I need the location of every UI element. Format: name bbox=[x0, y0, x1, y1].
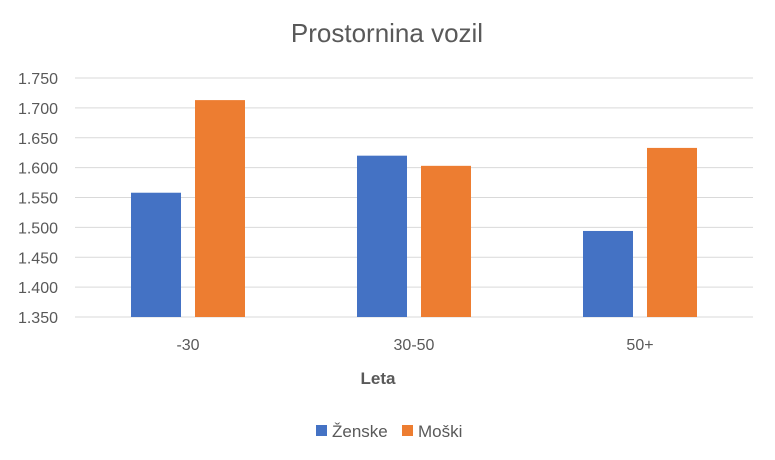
y-tick-label: 1.600 bbox=[18, 161, 58, 178]
bar-zenske-2 bbox=[583, 230, 633, 317]
legend: Ženske Moški bbox=[316, 422, 462, 441]
legend-label: Ženske bbox=[332, 422, 388, 441]
y-tick-label: 1.650 bbox=[18, 131, 58, 148]
x-tick-label: 30-50 bbox=[394, 337, 435, 354]
legend-swatch bbox=[316, 425, 327, 436]
gridlines bbox=[75, 77, 753, 318]
bar-moski-2 bbox=[647, 147, 697, 317]
legend-swatch bbox=[402, 425, 413, 436]
bars bbox=[131, 100, 697, 317]
y-tick-label: 1.750 bbox=[18, 71, 58, 88]
y-tick-label: 1.400 bbox=[18, 280, 58, 297]
y-tick-label: 1.450 bbox=[18, 250, 58, 267]
y-axis-ticks: 1.350 1.400 1.450 1.500 1.550 1.600 1.650 1.700… bbox=[18, 71, 58, 327]
x-axis-ticks: -30 30-50 50+ bbox=[176, 337, 653, 354]
x-tick-label: -30 bbox=[176, 337, 199, 354]
y-tick-label: 1.500 bbox=[18, 220, 58, 237]
y-tick-label: 1.350 bbox=[18, 310, 58, 327]
y-tick-label: 1.550 bbox=[18, 191, 58, 208]
y-tick-label: 1.700 bbox=[18, 101, 58, 118]
bar-zenske-0 bbox=[131, 192, 181, 317]
bar-moski-0 bbox=[195, 100, 245, 317]
legend-label: Moški bbox=[418, 422, 462, 441]
chart-title: Prostornina vozil bbox=[291, 18, 483, 48]
x-axis-label: Leta bbox=[361, 369, 397, 388]
x-tick-label: 50+ bbox=[626, 337, 653, 354]
bar-zenske-1 bbox=[357, 155, 407, 317]
bar-moski-1 bbox=[421, 165, 471, 317]
